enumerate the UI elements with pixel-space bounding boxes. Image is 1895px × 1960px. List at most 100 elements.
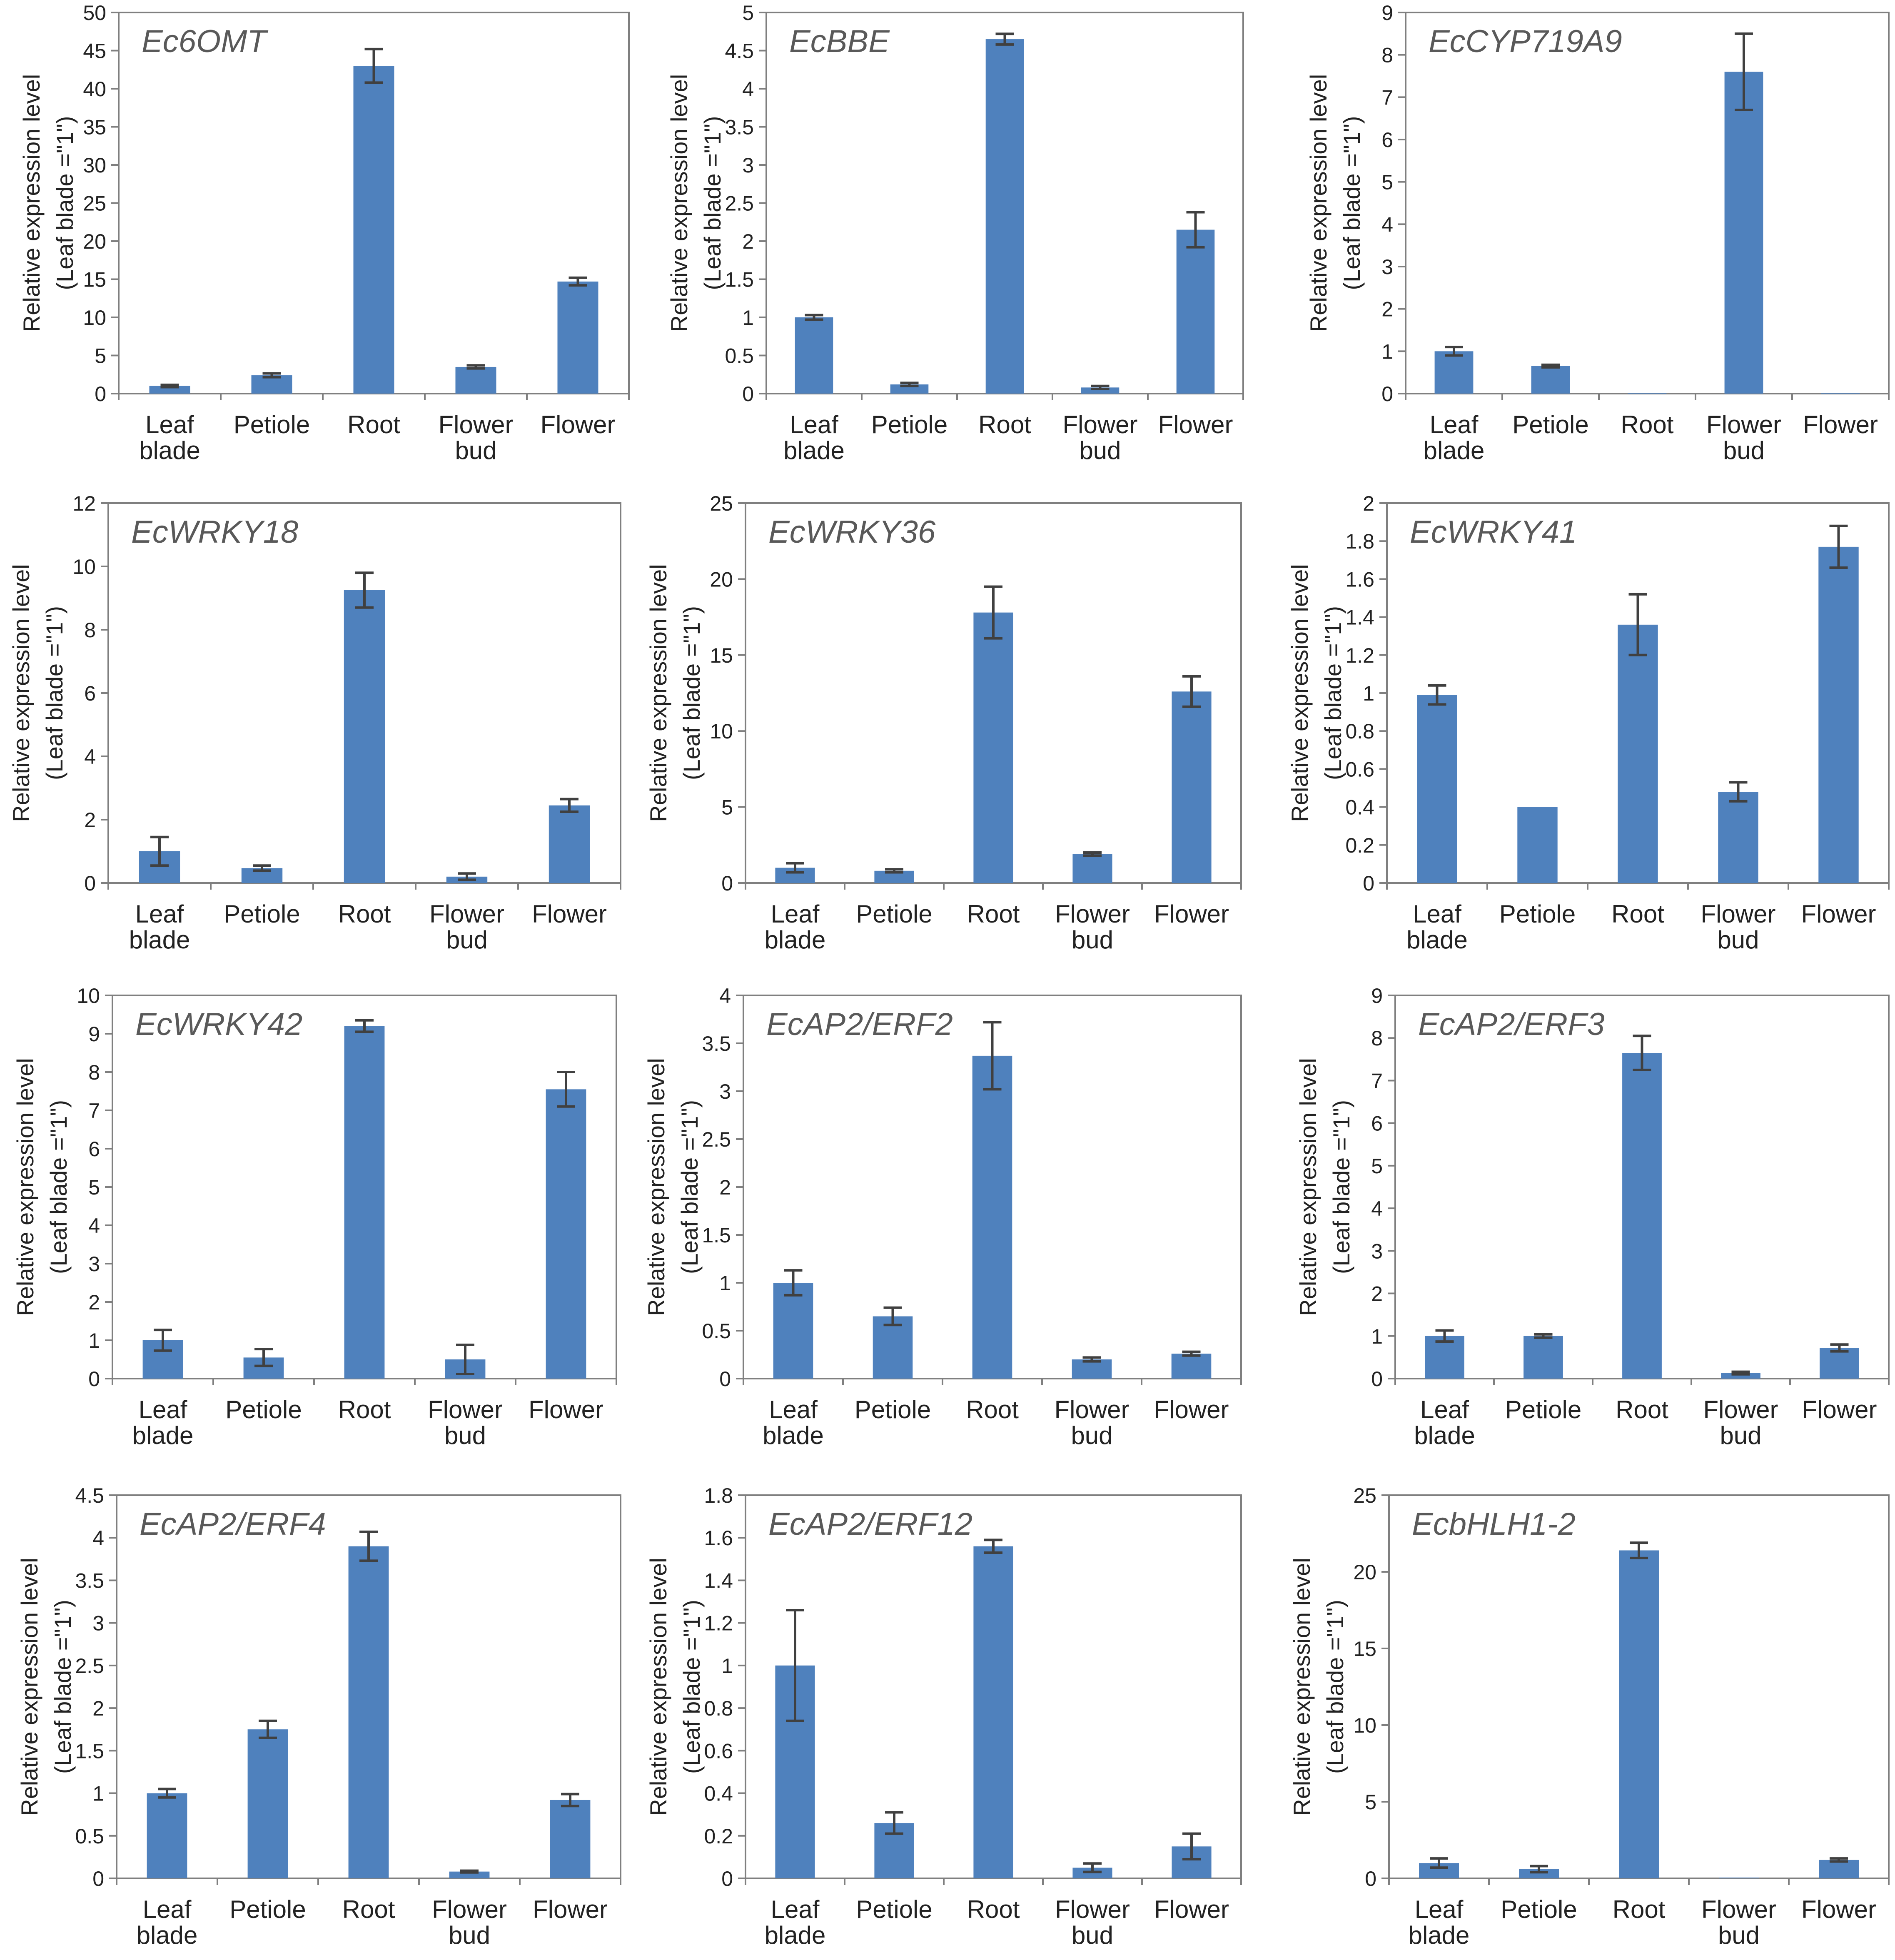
x-tick-label: Flower bud [1701, 1895, 1776, 1949]
x-tick-label: Root [338, 1396, 391, 1424]
y-axis-label: Relative expression level (Leaf blade ="1… [1287, 564, 1346, 822]
bar [550, 1800, 591, 1878]
y-tick-label: 2 [719, 1176, 731, 1199]
y-tick-label: 1.5 [702, 1224, 731, 1247]
x-tick-label: Petiole [229, 1895, 306, 1923]
x-tick-label: Flower [1803, 411, 1878, 439]
y-tick-label: 0.4 [1345, 796, 1374, 819]
x-tick-label: Flower bud [1055, 1895, 1130, 1949]
x-tick-label: Petiole [871, 411, 948, 439]
y-tick-label: 4 [92, 1526, 104, 1550]
x-tick-label: Root [967, 900, 1020, 928]
y-tick-label: 0 [742, 382, 754, 406]
y-tick-label: 0.8 [1345, 720, 1374, 743]
x-tick-label: Flower bud [432, 1895, 507, 1949]
y-tick-label: 0.4 [704, 1782, 733, 1805]
bar [1619, 1550, 1659, 1878]
x-tick-label: Petiole [234, 411, 310, 439]
y-tick-label: 10 [72, 555, 96, 579]
bar [1821, 393, 1860, 394]
bar [344, 1026, 385, 1379]
y-tick-label: 4 [742, 77, 754, 101]
y-tick-label: 1 [1381, 340, 1393, 363]
y-tick-label: 4 [84, 745, 96, 768]
x-tick-label: Root [966, 1396, 1019, 1424]
y-tick-label: 3 [1381, 255, 1393, 279]
y-axis-label: Relative expression level (Leaf blade ="1… [8, 564, 67, 822]
chart-title: EcCYP719A9 [1429, 24, 1622, 59]
y-tick-label: 15 [1353, 1637, 1376, 1661]
x-tick-label: Flower [1154, 900, 1229, 928]
y-axis-label: Relative expression level (Leaf blade ="1… [1289, 1558, 1348, 1815]
y-tick-label: 0 [84, 872, 96, 895]
y-tick-label: 10 [1353, 1714, 1376, 1737]
bar [546, 1089, 586, 1379]
x-tick-label: Flower bud [1055, 900, 1130, 954]
x-tick-label: Root [338, 900, 391, 928]
bar [147, 1793, 187, 1878]
bar [1171, 1354, 1212, 1379]
y-axis-label: Relative expression level (Leaf blade ="1… [1295, 1058, 1354, 1316]
chart-title: EcWRKY41 [1410, 514, 1577, 550]
x-tick-label: Petiole [856, 900, 932, 928]
y-tick-label: 4.5 [725, 40, 754, 63]
bar [890, 384, 929, 394]
bar [455, 367, 496, 394]
y-tick-label: 1.2 [704, 1612, 733, 1635]
y-tick-label: 20 [1353, 1561, 1376, 1584]
chart-title: EcbHLH1-2 [1412, 1506, 1576, 1542]
bar [348, 1546, 389, 1878]
y-tick-label: 1.6 [704, 1526, 733, 1550]
bar [557, 281, 598, 394]
y-tick-label: 0 [1365, 1867, 1376, 1890]
chart-title: EcAP2/ERF2 [766, 1007, 953, 1042]
panel-8: EcAP2/ERF2 0 0.5 1 1.5 2 2.5 3 3.5 4 Relative expr… [643, 984, 1242, 1449]
y-tick-label: 2 [1371, 1282, 1383, 1306]
bar [773, 1283, 813, 1379]
x-tick-label: Petiole [1499, 900, 1576, 928]
bar [1721, 1373, 1760, 1379]
x-tick-label: Petiole [1512, 411, 1588, 439]
y-tick-label: 45 [83, 40, 106, 63]
x-tick-label: Flower [1801, 1895, 1876, 1923]
bar [1519, 1869, 1559, 1878]
y-tick-label: 1.4 [1345, 606, 1374, 629]
y-tick-label: 6 [84, 682, 96, 705]
bar [972, 1055, 1012, 1379]
x-tick-label: Root [1611, 900, 1664, 928]
x-tick-label: Petiole [224, 900, 300, 928]
bar [1072, 1359, 1112, 1379]
bar [1081, 387, 1120, 394]
x-tick-label: Flower bud [1703, 1396, 1778, 1449]
y-tick-label: 9 [1381, 1, 1393, 25]
bar [149, 386, 190, 394]
y-tick-label: 8 [84, 618, 96, 642]
chart-title: EcBBE [789, 24, 890, 59]
y-tick-label: 15 [710, 644, 733, 667]
x-tick-label: Root [1621, 411, 1674, 439]
y-tick-label: 1.8 [704, 1484, 733, 1507]
x-tick-label: Flower [540, 411, 615, 439]
y-tick-label: 1.6 [1345, 568, 1374, 591]
y-tick-label: 1 [88, 1329, 100, 1352]
bar [973, 612, 1013, 883]
bar [973, 1546, 1013, 1878]
x-tick-label: Root [1616, 1396, 1668, 1424]
bar [985, 39, 1024, 394]
y-tick-label: 5 [1371, 1155, 1383, 1178]
bar [1531, 366, 1570, 394]
y-tick-label: 3 [92, 1612, 104, 1635]
y-tick-label: 0 [719, 1367, 731, 1391]
panel-4: EcWRKY18 0 2 4 6 8 10 12 Relative expression lev… [8, 492, 621, 954]
y-tick-label: 25 [1353, 1484, 1376, 1507]
x-tick-label: Flower [1154, 1396, 1229, 1424]
y-tick-label: 3 [742, 154, 754, 177]
y-tick-label: 0.5 [702, 1319, 731, 1343]
y-tick-label: 0.6 [704, 1739, 733, 1763]
y-tick-label: 10 [83, 306, 106, 329]
x-tick-label: Flower bud [1706, 411, 1781, 464]
bar [1819, 1860, 1859, 1878]
x-tick-label: Root [342, 1895, 395, 1923]
x-tick-label: Leaf blade [765, 1895, 826, 1949]
y-tick-label: 50 [83, 1, 106, 25]
